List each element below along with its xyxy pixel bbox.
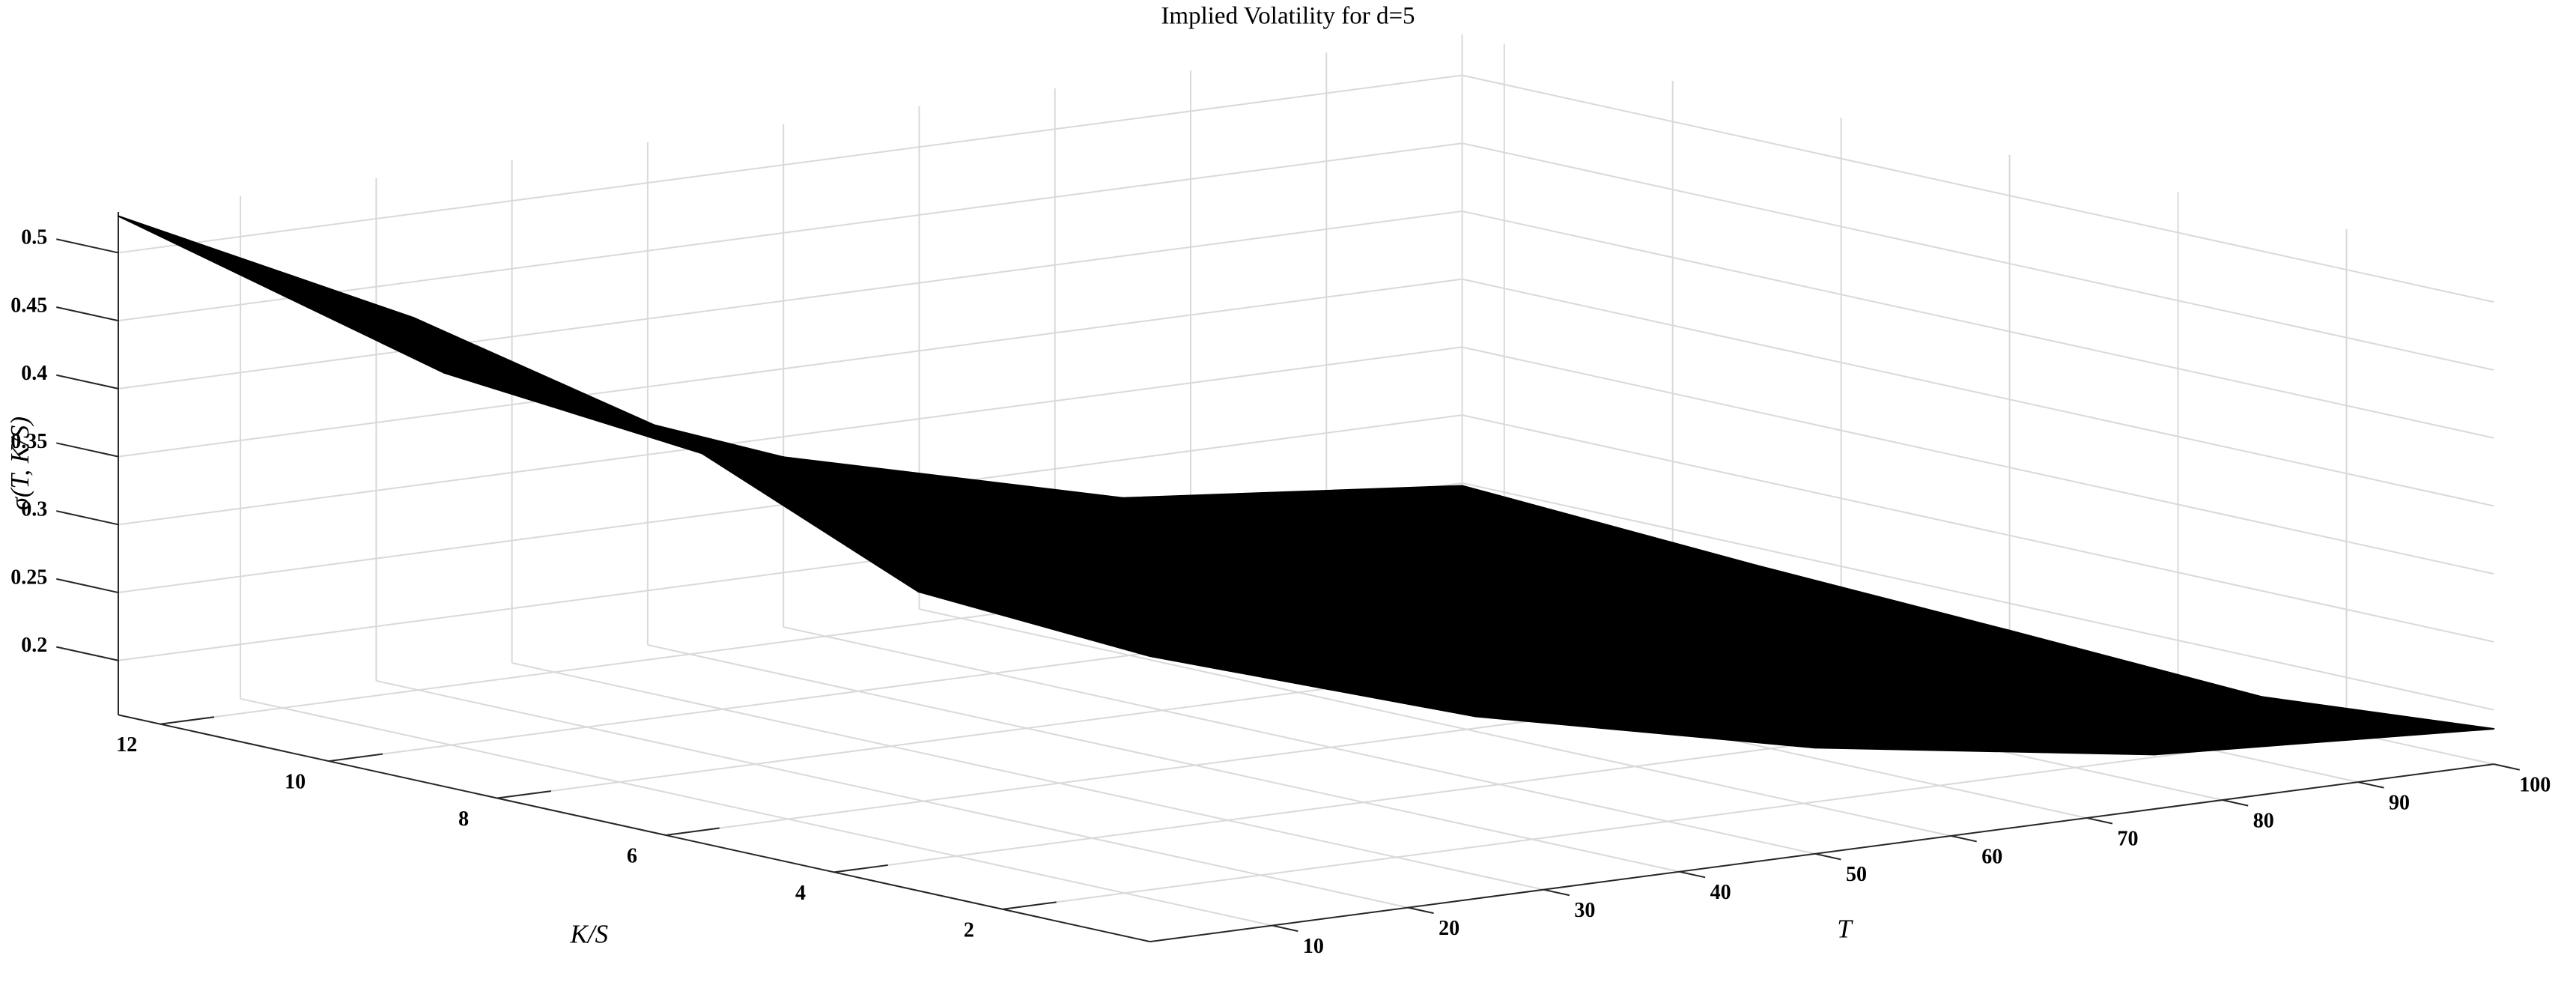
z-tick <box>56 306 119 322</box>
z-tick-label: 0.45 <box>10 294 47 317</box>
z-tick <box>56 238 119 254</box>
x-tick-label: 20 <box>1439 917 1459 940</box>
y-tick <box>496 790 551 799</box>
z-tick-label: 0.35 <box>10 430 47 453</box>
grid-line <box>919 608 1951 837</box>
x-tick <box>1951 834 1977 843</box>
y-tick <box>833 864 888 873</box>
chart-title: Implied Volatility for d=5 <box>1161 3 1415 30</box>
surface-patch <box>1122 485 1758 581</box>
x-tick <box>2086 816 2113 825</box>
grid-line <box>118 210 1462 390</box>
y-axis-line <box>118 714 1150 943</box>
z-tick <box>56 510 119 526</box>
x-tick <box>1814 852 1841 861</box>
y-tick <box>1002 901 1057 910</box>
x-tick-label: 10 <box>1303 935 1324 958</box>
grid-line <box>511 661 1544 891</box>
x-tick <box>1543 888 1570 897</box>
y-axis-label: K/S <box>570 920 609 949</box>
grid-line <box>783 626 1816 855</box>
x-tick <box>1407 906 1434 915</box>
z-tick <box>56 578 119 594</box>
x-tick <box>2357 781 2384 789</box>
z-tick-label: 0.5 <box>21 226 47 249</box>
y-tick <box>329 753 383 763</box>
x-axis-line <box>1149 763 2494 943</box>
grid-line <box>240 697 1273 927</box>
x-tick <box>1272 924 1298 933</box>
x-tick <box>2494 763 2520 771</box>
y-tick-label: 10 <box>285 771 306 794</box>
y-tick-label: 8 <box>458 807 469 831</box>
grid-line <box>1462 210 2494 439</box>
y-tick <box>665 827 720 836</box>
y-tick <box>160 716 215 725</box>
grid-line <box>1462 414 2494 643</box>
y-tick-label: 12 <box>116 733 137 757</box>
grid-line <box>1462 482 2494 711</box>
x-tick-label: 60 <box>1981 845 2002 868</box>
z-tick <box>56 442 119 458</box>
y-tick-label: 6 <box>627 844 637 867</box>
grid-line <box>1002 730 2347 910</box>
z-tick-label: 0.3 <box>21 498 47 521</box>
x-tick-label: 50 <box>1846 863 1867 886</box>
x-tick <box>2222 799 2249 807</box>
grid-line <box>118 346 1462 526</box>
y-tick-label: 4 <box>795 882 806 905</box>
grid-line <box>647 644 1680 873</box>
surface-patch <box>443 372 1079 543</box>
x-tick-label: 30 <box>1574 899 1595 922</box>
x-tick-label: 100 <box>2519 774 2551 797</box>
z-tick <box>56 646 119 661</box>
grid-line <box>1462 142 2494 371</box>
x-tick-label: 40 <box>1710 881 1731 904</box>
z-tick-label: 0.2 <box>21 634 47 657</box>
grid-line <box>118 142 1462 322</box>
x-tick-label: 90 <box>2389 792 2410 815</box>
x-tick-label: 70 <box>2117 827 2138 850</box>
z-tick-label: 0.25 <box>10 566 47 589</box>
z-tick-label: 0.4 <box>21 362 47 385</box>
z-axis-label: σ(T, K/S) <box>5 416 34 511</box>
x-tick-label: 80 <box>2253 809 2274 832</box>
grid-line <box>118 278 1462 458</box>
x-axis-label: T <box>1837 915 1853 944</box>
grid-line <box>1462 346 2494 575</box>
x-tick <box>1679 870 1706 879</box>
grid-line <box>118 74 1462 254</box>
grid-line <box>376 679 1409 909</box>
z-tick <box>56 374 119 390</box>
grid-line <box>1462 278 2494 507</box>
y-tick-label: 2 <box>964 918 974 942</box>
grid-line <box>1462 74 2494 303</box>
